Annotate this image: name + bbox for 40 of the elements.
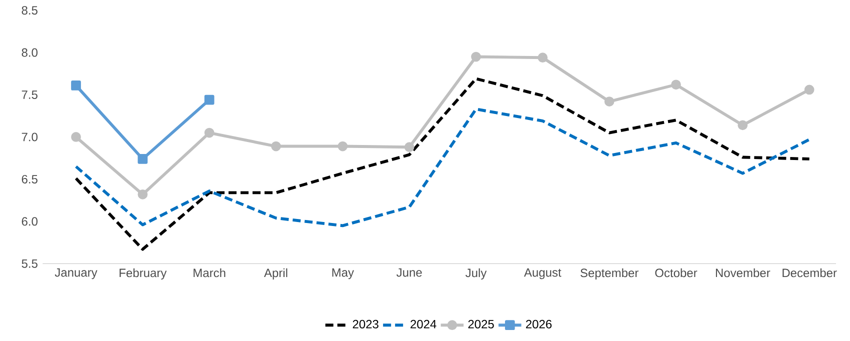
point: [204, 94, 214, 105]
point: [604, 96, 614, 106]
y-tick-label: 8.5: [22, 6, 38, 15]
x-tick-label: November: [716, 268, 770, 278]
legend-label: 2024: [410, 320, 436, 328]
legend-label: 2023: [352, 320, 378, 328]
x-tick-label: October: [655, 268, 698, 278]
line-series: [74, 77, 811, 251]
point: [738, 120, 748, 130]
point: [204, 128, 214, 138]
x-tick-label: July: [466, 268, 487, 280]
x-tick-label: April: [264, 268, 288, 280]
y-tick-label: 6.0: [22, 217, 38, 226]
point: [71, 80, 81, 90]
legend-label: 2026: [526, 320, 552, 328]
legend-label: 2025: [468, 320, 494, 328]
x-tick-label: February: [120, 268, 167, 280]
point: [138, 154, 148, 164]
point: [271, 141, 281, 152]
point: [71, 132, 81, 142]
line-series: [74, 108, 811, 228]
x-tick-label: September: [580, 268, 638, 280]
y-tick-label: 7.5: [22, 90, 38, 99]
x-tick-label: January: [54, 268, 98, 280]
point: [138, 189, 148, 200]
point: [538, 52, 548, 63]
x-tick-label: June: [396, 268, 422, 277]
point: [338, 141, 348, 152]
point: [671, 80, 681, 90]
point: [404, 142, 414, 152]
y-tick-label: 8.0: [22, 48, 38, 57]
y-tick-label: 7.0: [22, 132, 38, 142]
x-tick-label: December: [782, 268, 837, 278]
x-tick-label: May: [332, 268, 354, 280]
point: [471, 52, 481, 62]
point: [804, 84, 814, 95]
y-tick-label: 5.5: [22, 259, 38, 268]
y-tick-label: 6.5: [22, 174, 38, 184]
x-tick-label: March: [194, 268, 226, 278]
x-tick-label: August: [524, 268, 562, 280]
